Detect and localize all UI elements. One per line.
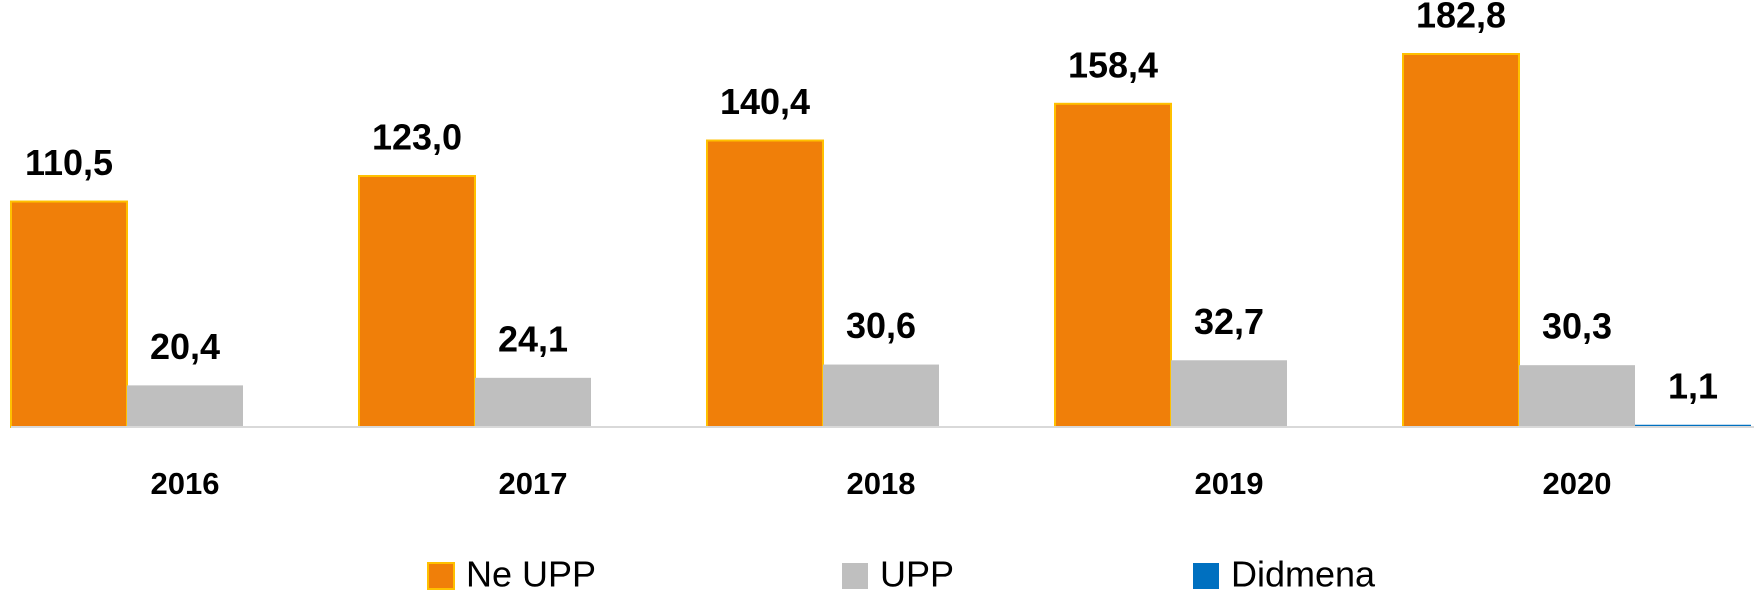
bar [1519,365,1635,427]
bar [10,200,128,428]
bar [1635,424,1751,427]
value-label: 158,4 [1068,44,1158,85]
bar [1402,53,1520,428]
bar [823,364,939,427]
x-tick-label: 2018 [847,466,916,501]
value-label: 1,1 [1668,365,1718,406]
x-tick-label: 2020 [1543,466,1612,501]
value-label: 140,4 [720,81,810,122]
legend-label: Didmena [1231,554,1376,595]
bar [475,377,591,427]
value-label: 20,4 [150,326,220,367]
value-label: 123,0 [372,117,462,158]
value-label: 24,1 [498,318,568,359]
value-label: 30,6 [846,305,916,346]
value-label: 30,3 [1542,306,1612,347]
legend-swatch [842,563,868,589]
value-label: 32,7 [1194,301,1264,342]
x-tick-label: 2019 [1195,466,1264,501]
bar [1054,102,1172,428]
bar [358,175,476,428]
bar [127,385,243,427]
value-label: 110,5 [25,142,113,183]
bar [706,139,824,428]
value-label: 182,8 [1416,0,1506,36]
x-tick-label: 2017 [499,466,568,501]
x-tick-label: 2016 [151,466,220,501]
bar [1171,360,1287,427]
legend-label: Ne UPP [466,554,596,595]
legend-swatch [427,562,455,590]
legend-label: UPP [880,554,954,595]
legend-swatch [1193,563,1219,589]
